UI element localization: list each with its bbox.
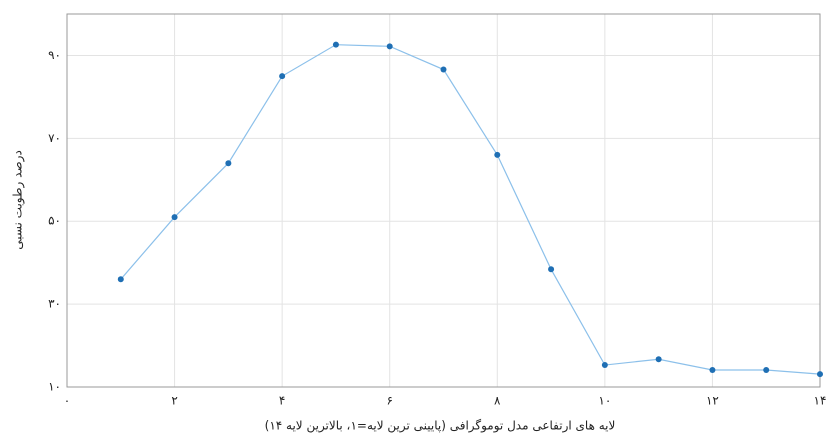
marker <box>817 371 823 378</box>
marker <box>386 43 393 50</box>
x-tick-label: ۸ <box>494 394 501 408</box>
marker <box>548 266 555 273</box>
plot-frame <box>66 13 821 388</box>
marker <box>655 356 662 363</box>
x-tick-label: ۴ <box>279 394 285 408</box>
y-tick-label: ۹۰ <box>48 48 61 62</box>
marker <box>440 66 447 73</box>
x-tick-label: ۱۲ <box>706 394 719 408</box>
x-tick-label: ۰ <box>64 394 70 408</box>
y-tick-label: ۳۰ <box>48 297 61 311</box>
marker <box>332 41 339 48</box>
y-axis-label: درصد رطوبت نسبی <box>11 150 26 250</box>
marker <box>171 214 178 221</box>
marker <box>601 362 608 369</box>
x-tick-label: ۱۰ <box>598 394 611 408</box>
marker <box>709 367 716 374</box>
x-tick-label: ۲ <box>171 394 177 408</box>
x-tick-label: ۱۴ <box>814 394 826 408</box>
x-tick-label: ۶ <box>386 394 392 408</box>
marker <box>225 160 232 167</box>
y-tick-label: ۱۰ <box>48 380 61 394</box>
x-axis-label: لایه های ارتفاعی مدل توموگرافی (پایینی ت… <box>265 419 616 434</box>
y-tick-label: ۷۰ <box>48 131 61 145</box>
y-tick-label: ۵۰ <box>48 214 61 228</box>
marker <box>763 367 770 374</box>
marker <box>494 151 501 158</box>
marker <box>117 276 124 283</box>
line <box>120 44 821 375</box>
marker <box>279 73 286 80</box>
